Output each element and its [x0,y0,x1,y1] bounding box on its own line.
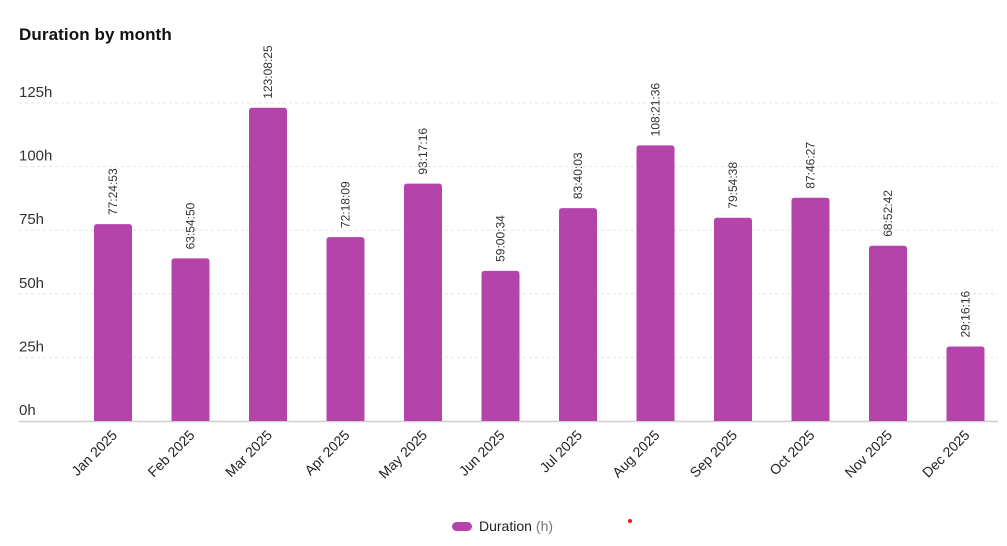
data-label: 108:21:36 [649,83,663,137]
y-tick-label: 125h [19,84,52,101]
data-label: 77:24:53 [106,168,120,215]
x-tick-label: Aug 2025 [609,427,663,481]
y-tick-label: 50h [19,275,44,292]
bar-aug-2025[interactable] [636,145,675,421]
data-label: 59:00:34 [494,215,508,262]
x-tick-label: Jan 2025 [68,427,120,479]
bar-dec-2025[interactable] [946,346,985,421]
bar-oct-2025[interactable] [791,197,830,421]
data-label: 29:16:16 [959,291,973,338]
x-tick-label: Nov 2025 [841,427,895,481]
x-tick-label: Sep 2025 [686,427,740,481]
bar-jul-2025[interactable] [559,208,597,421]
bar-chart: 0h 25h 50h 75h 100h 125h 77:24:53 63:54:50 123:… [19,45,998,482]
data-label: 72:18:09 [339,181,353,228]
legend[interactable]: Duration (h) [452,518,553,534]
legend-unit: (h) [535,518,554,534]
bar-jan-2025[interactable] [94,224,132,421]
y-tick-label: 0h [19,402,36,419]
data-labels: 77:24:53 63:54:50 123:08:25 72:18:09 93:17:1… [106,45,973,338]
chart-title: Duration by month [19,25,172,44]
x-tick-label: Dec 2025 [919,427,973,481]
y-tick-label: 100h [19,148,52,165]
x-tick-label: Apr 2025 [301,427,353,479]
x-tick-label: Jul 2025 [536,427,585,476]
data-label: 87:46:27 [804,142,818,189]
x-axis-ticks: Jan 2025 Feb 2025 Mar 2025 Apr 2025 May 2025… [68,427,973,482]
x-tick-label: Oct 2025 [766,427,818,479]
data-label: 123:08:25 [261,45,275,99]
data-label: 83:40:03 [571,152,585,199]
data-label: 63:54:50 [184,202,198,249]
y-axis-ticks: 0h 25h 50h 75h 100h 125h [19,84,52,419]
bar-mar-2025[interactable] [249,107,287,421]
y-tick-label: 75h [19,211,44,228]
legend-swatch-duration [452,521,472,531]
data-label: 93:17:16 [416,128,430,175]
marker-dot [628,519,632,523]
bars [94,107,985,421]
x-tick-label: Feb 2025 [144,427,197,480]
x-tick-label: Jun 2025 [456,427,508,479]
bar-jun-2025[interactable] [481,270,520,421]
bar-apr-2025[interactable] [326,237,365,421]
data-label: 68:52:42 [881,190,895,237]
data-label: 79:54:38 [726,162,740,209]
legend-label-duration: Duration [479,518,532,534]
y-tick-label: 25h [19,338,44,355]
bar-feb-2025[interactable] [171,258,210,421]
bar-nov-2025[interactable] [869,245,907,421]
x-tick-label: May 2025 [375,427,430,482]
bar-may-2025[interactable] [404,183,442,421]
x-tick-label: Mar 2025 [222,427,275,480]
bar-sep-2025[interactable] [714,217,752,421]
